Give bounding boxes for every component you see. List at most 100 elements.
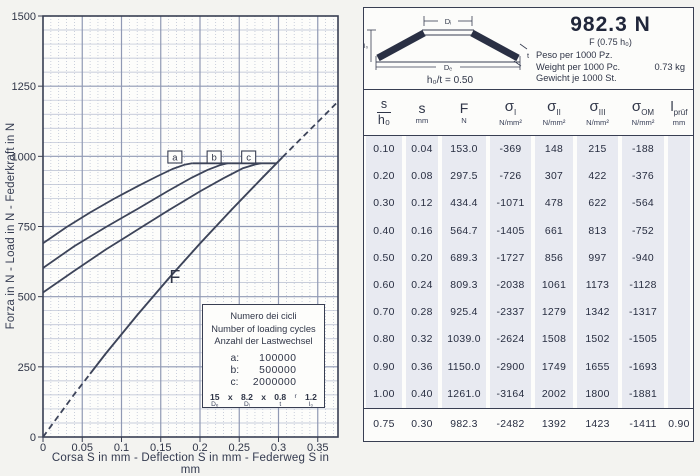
legend-entry-value: 2000000: [252, 376, 297, 388]
spec-info: 982.3 N F (0.75 h₀) Peso per 1000 Pz. Wei…: [536, 8, 693, 89]
legend-entry-key: a:: [230, 352, 240, 364]
table-cell: -2900: [488, 353, 533, 381]
table-cell: 925.4: [440, 299, 488, 327]
table-cell: 0.20: [404, 244, 440, 272]
table-cell: 689.3: [440, 244, 488, 272]
cycle-marker-label-b: b: [211, 153, 216, 164]
table-row: 0.50 0.20 689.3 -1727 856 997 -940: [364, 244, 693, 272]
table-cell: 1173: [575, 271, 620, 300]
table-cell: -1881: [620, 380, 666, 408]
table-cell: -1505: [620, 326, 666, 354]
table-cell: [666, 299, 692, 327]
table-cell: [666, 353, 692, 381]
legend-entry-value: 500000: [259, 364, 297, 376]
table-cell: -2624: [488, 326, 533, 354]
rated-force-note: F (0.75 h₀): [589, 37, 632, 47]
test-row-cell: 0.75: [373, 419, 395, 431]
table-cell: 1279: [533, 299, 575, 327]
dimension-item: 8.2 Dᵢ: [240, 391, 253, 409]
curve-c: [42, 162, 262, 294]
loading-cycles-legend: Numero dei cicli Number of loading cycles…: [202, 304, 325, 408]
table-cell: 0.16: [404, 217, 440, 245]
y-tick-label: 0: [30, 432, 36, 444]
table-cell: [666, 244, 692, 272]
x-tick-label: 0.3: [271, 442, 286, 454]
y-tick-label: 1250: [12, 81, 36, 93]
table-cell: 1150.0: [440, 353, 488, 381]
test-row-cell: 0.90: [668, 419, 690, 431]
table-row: 0.60 0.24 809.3 -2038 1061 1173 -1128: [364, 271, 693, 300]
table-row: 0.80 0.32 1039.0 -2624 1508 1502 -1505: [364, 326, 693, 354]
table-cell: 215: [575, 136, 620, 164]
weight-line: Peso per 1000 Pz.: [536, 50, 613, 60]
table-cell: 1.00: [364, 380, 404, 408]
table-cell: -1727: [488, 244, 533, 272]
table-cell: 661: [533, 217, 575, 245]
dim-label-Di: Dᵢ: [445, 17, 452, 26]
legend-entry: c: 2000000: [231, 377, 297, 389]
table-cell: 0.32: [404, 326, 440, 354]
table-cell: 297.5: [440, 163, 488, 191]
table-cell: 0.10: [364, 136, 404, 164]
dimension-item: 15 Dₑ: [210, 391, 220, 409]
legend-entry-key: b:: [230, 364, 240, 376]
curve-b: [42, 162, 228, 269]
table-cell: 2002: [533, 380, 575, 408]
column-header: s mm: [415, 99, 429, 125]
dimension-item: x: [227, 391, 233, 402]
legend-entries: a: 100000 b: 500000 c: 2000000: [231, 353, 297, 389]
table-cell: -940: [620, 244, 666, 272]
table-cell: 1261.0: [440, 380, 488, 408]
table-cell: 434.4: [440, 190, 488, 218]
table-cell: [666, 163, 692, 191]
table-cell: 1749: [533, 353, 575, 381]
table-cell: 0.80: [364, 326, 404, 354]
disc-spring-diagram: Dᵢ Dₑ l₀: [364, 8, 536, 89]
spec-panel: Dᵢ Dₑ l₀: [363, 7, 694, 442]
table-cell: [666, 326, 692, 354]
table-cell: 1655: [575, 353, 620, 381]
table-cell: 148: [533, 136, 575, 164]
test-row-cell: -2482: [496, 419, 525, 431]
legend-title-line: Numero dei cicli: [230, 311, 297, 321]
cycle-marker-label-a: a: [172, 153, 178, 164]
column-header: s h₀: [376, 96, 392, 127]
legend-title-line: Number of loading cycles: [211, 323, 316, 334]
weight-line: Weight per 1000 Pc. 0.73 kg: [536, 61, 685, 72]
table-cell: -188: [620, 136, 666, 164]
cycle-marker-box-a: [167, 150, 183, 164]
cycle-marker-box-c: [241, 150, 257, 164]
curve-F-label: F: [169, 267, 180, 287]
load-deflection-chart: 0 0.05 0.1 0.15 0.2 0.25 0.3 0.35 0 250 500 750 1000…: [0, 0, 352, 476]
table-cell: 0.90: [364, 353, 404, 381]
y-axis-title: Forza in N - Load in N - Federkraft in N: [5, 122, 17, 330]
table-cell: -1128: [620, 271, 666, 300]
table-cell: -752: [620, 217, 666, 245]
legend-entry: b: 500000: [231, 365, 297, 377]
table-cell: 0.24: [404, 271, 440, 300]
table-cell: 1342: [575, 299, 620, 327]
table-cell: -3164: [488, 380, 533, 408]
legend-entry-value: 100000: [259, 352, 297, 364]
x-tick-label: 0: [40, 442, 46, 454]
dimension-item: 1.2 l₀: [305, 391, 317, 409]
table-row: 0.30 0.12 434.4 -1071 478 622 -564: [364, 190, 693, 218]
test-row-cell: 1392: [541, 419, 567, 431]
test-load-row: 0.75 0.30 982.3 -2482 1392 1423 -1411 0.90: [364, 407, 693, 441]
table-row: 0.90 0.36 1150.0 -2900 1749 1655 -1693: [364, 353, 693, 381]
table-cell: 0.28: [404, 299, 440, 327]
table-cell: 564.7: [440, 217, 488, 245]
dimension-item: 0.8 t: [274, 391, 287, 409]
y-tick-label: 500: [18, 292, 36, 304]
weight-lines: Peso per 1000 Pz. Weight per 1000 Pc. 0.73…: [536, 50, 685, 85]
table-cell: [666, 190, 692, 218]
dim-label-De: Dₑ: [444, 63, 452, 72]
table-cell: 856: [533, 244, 575, 272]
table-cell: -2337: [488, 299, 533, 327]
test-row-cell: -1411: [629, 419, 657, 431]
table-cell: [666, 380, 692, 408]
legend-entry-key: c:: [230, 376, 239, 388]
x-tick-label: 0.35: [307, 442, 328, 454]
table-row: 0.70 0.28 925.4 -2337 1279 1342 -1317: [364, 299, 693, 327]
